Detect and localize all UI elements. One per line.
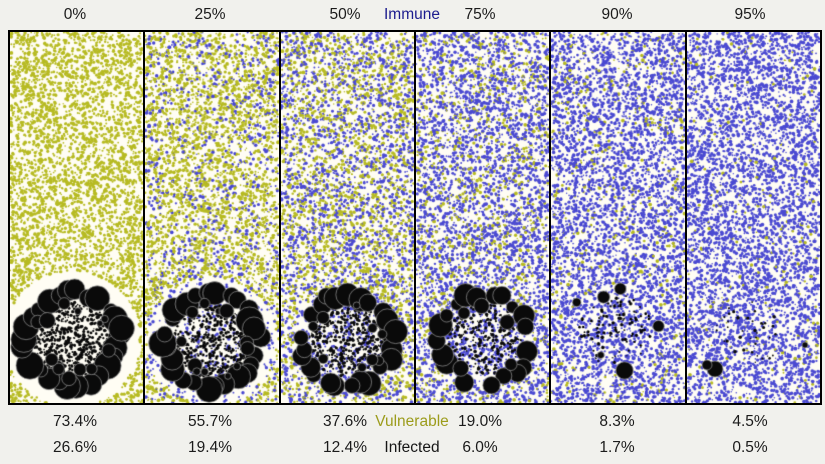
infected-pct-label-4: 1.7% [599, 439, 635, 456]
immune-pct-label-0: 0% [63, 6, 87, 23]
immune-pct-label-1: 25% [194, 6, 226, 23]
vulnerable-series-label: Vulnerable [375, 413, 449, 430]
vulnerable-pct-label-3: 19.0% [458, 413, 502, 430]
simulation-panel-5 [684, 32, 820, 403]
scatter-canvas-2 [280, 32, 414, 403]
vulnerable-pct-label-5: 4.5% [732, 413, 768, 430]
simulation-panel-0 [10, 32, 144, 403]
infected-pct-label-2: 12.4% [323, 439, 367, 456]
simulation-panel-3 [413, 32, 550, 403]
immune-pct-label-4: 90% [601, 6, 633, 23]
immune-pct-label-5: 95% [734, 6, 766, 23]
scatter-canvas-0 [10, 32, 144, 403]
simulation-panel-1 [143, 32, 279, 403]
scatter-canvas-3 [415, 32, 550, 403]
vulnerable-pct-label-4: 8.3% [599, 413, 635, 430]
infected-pct-label-5: 0.5% [732, 439, 768, 456]
immune-series-label: Immune [384, 6, 440, 23]
vulnerable-pct-label-1: 55.7% [188, 413, 232, 430]
scatter-canvas-4 [551, 32, 685, 403]
infected-pct-label-0: 26.6% [53, 439, 97, 456]
infected-series-label: Infected [384, 439, 440, 456]
scatter-canvas-1 [145, 32, 279, 403]
simulation-panels [8, 30, 822, 405]
infected-pct-label-1: 19.4% [188, 439, 232, 456]
infected-pct-label-3: 6.0% [462, 439, 498, 456]
vulnerable-pct-label-0: 73.4% [53, 413, 97, 430]
simulation-panel-2 [278, 32, 414, 403]
vulnerable-pct-label-2: 37.6% [323, 413, 367, 430]
immune-pct-label-3: 75% [464, 6, 496, 23]
immune-pct-label-2: 50% [329, 6, 361, 23]
simulation-panel-4 [549, 32, 685, 403]
scatter-canvas-5 [686, 32, 820, 403]
